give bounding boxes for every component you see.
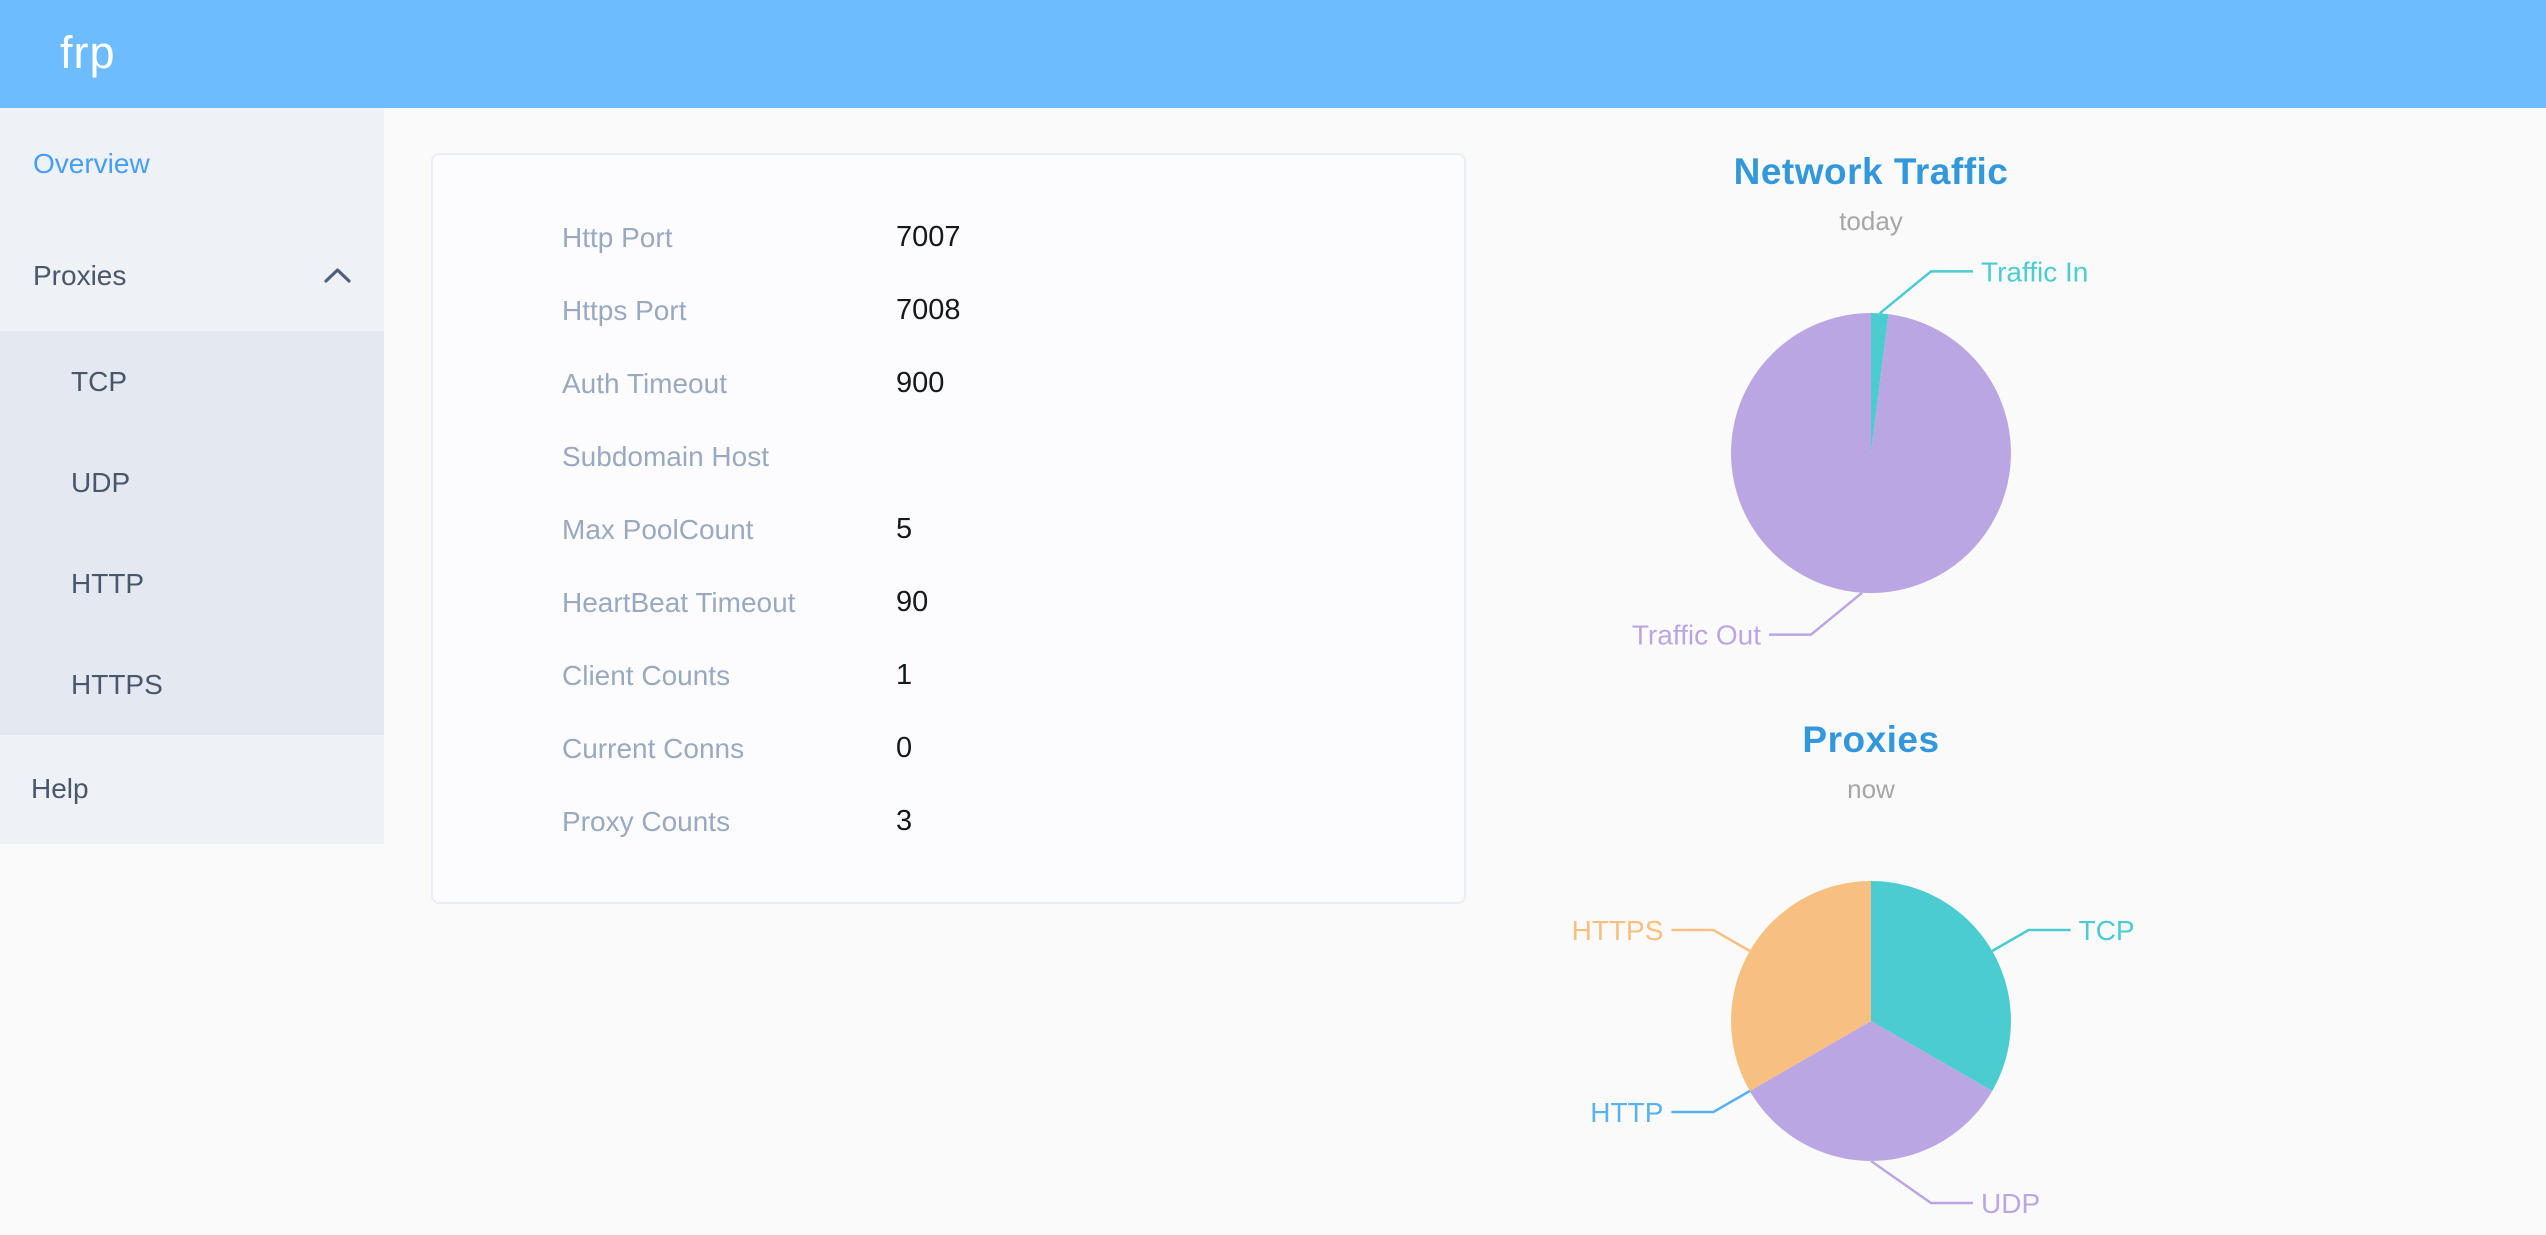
pie-label-line-traffic-out	[1769, 591, 1863, 636]
info-label: Proxy Counts	[562, 805, 731, 837]
pie-label-line-tcp	[1991, 928, 2071, 953]
info-label: Max PoolCount	[562, 513, 754, 545]
pie-label-https: HTTPS	[1572, 915, 1664, 946]
pie-slice-traffic-out[interactable]	[1730, 313, 2011, 593]
info-value: 7007	[896, 221, 961, 253]
info-row: Subdomain Host	[433, 420, 1464, 493]
proxies-submenu: TCP UDP HTTP HTTPS	[0, 331, 384, 735]
sidebar-item-label: HTTP	[71, 567, 145, 599]
sidebar-item-udp[interactable]: UDP	[0, 432, 384, 533]
server-info-panel: Http Port 7007 Https Port 7008 Auth Time…	[431, 153, 1466, 904]
sidebar-item-label: Overview	[33, 148, 150, 179]
info-row: Max PoolCount 5	[433, 493, 1464, 566]
info-row: Https Port 7008	[433, 274, 1464, 347]
pie-label-tcp: TCP	[2079, 915, 2135, 946]
pie-label-http: HTTP	[1590, 1097, 1663, 1128]
chart-subtitle: now	[1847, 774, 1895, 804]
sidebar-item-tcp[interactable]: TCP	[0, 331, 384, 432]
info-label: Subdomain Host	[562, 440, 770, 472]
pie-label-udp: UDP	[1981, 1188, 2040, 1219]
info-label: HeartBeat Timeout	[562, 586, 796, 618]
sidebar-item-label: Help	[31, 772, 89, 804]
info-row: Client Counts 1	[433, 639, 1464, 712]
sidebar-item-label: UDP	[71, 466, 131, 498]
sidebar-item-label: HTTPS	[71, 668, 163, 700]
info-label: Http Port	[562, 221, 673, 253]
pie-slice-udp[interactable]	[1749, 1021, 1993, 1161]
info-value: 3	[896, 805, 913, 837]
pie-label-traffic-out: Traffic Out	[1632, 620, 1761, 651]
pie-label-line-https	[1671, 928, 1751, 953]
chevron-up-icon	[324, 268, 351, 283]
sidebar-item-label: Proxies	[33, 259, 127, 291]
sidebar-item-proxies[interactable]: Proxies	[0, 220, 384, 331]
network-traffic-chart: Network Traffic today Traffic In Traffic …	[1521, 150, 2221, 667]
info-value: 1	[896, 659, 913, 691]
sidebar-item-label: TCP	[71, 365, 127, 397]
info-value: 90	[896, 586, 929, 618]
info-label: Client Counts	[562, 659, 731, 691]
proxies-pie[interactable]: TCP UDP HTTP HTTPS	[1521, 817, 2221, 1235]
info-label: Auth Timeout	[562, 367, 727, 399]
sidebar-item-overview[interactable]: Overview	[0, 108, 384, 220]
proxies-chart: Proxies now TCP UDP HTTP HTTPS	[1521, 718, 2221, 1235]
info-label: Current Conns	[562, 732, 745, 764]
app-logo: frp	[60, 27, 116, 78]
pie-label-line-udp	[1870, 1159, 1973, 1205]
info-value: 900	[896, 367, 945, 399]
sidebar: Overview Proxies TCP UDP HTTP HTTPS Help	[0, 108, 384, 844]
pie-slice-tcp[interactable]	[1871, 881, 2011, 1091]
app-header: frp	[0, 0, 2546, 108]
sidebar-item-https[interactable]: HTTPS	[0, 634, 384, 735]
chart-title: Proxies	[1802, 719, 1940, 760]
pie-slice-traffic-in[interactable]	[1871, 313, 1889, 453]
info-row: Auth Timeout 900	[433, 347, 1464, 420]
info-row: HeartBeat Timeout 90	[433, 566, 1464, 639]
pie-label-line-traffic-in	[1879, 270, 1973, 315]
pie-slice-https[interactable]	[1731, 881, 1871, 1091]
pie-label-line-http	[1671, 1089, 1751, 1114]
info-row: Http Port 7007	[433, 201, 1464, 274]
network-traffic-pie[interactable]: Traffic In Traffic Out	[1521, 249, 2221, 667]
pie-label-traffic-in: Traffic In	[1981, 256, 2088, 287]
info-value: 0	[896, 732, 913, 764]
chart-title: Network Traffic	[1733, 151, 2009, 192]
info-row: Proxy Counts 3	[433, 785, 1464, 858]
info-label: Https Port	[562, 294, 687, 326]
sidebar-item-help[interactable]: Help	[0, 735, 384, 842]
info-value: 7008	[896, 294, 961, 326]
info-value: 5	[896, 513, 913, 545]
info-row: Current Conns 0	[433, 712, 1464, 785]
sidebar-item-http[interactable]: HTTP	[0, 533, 384, 634]
chart-subtitle: today	[1839, 206, 1903, 236]
